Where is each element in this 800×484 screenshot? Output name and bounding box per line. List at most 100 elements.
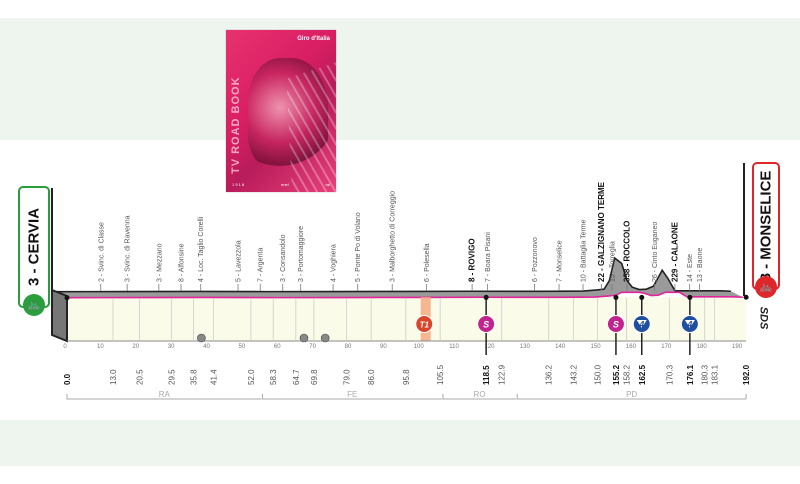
town-label: 6 - Pozzonovo [532,237,539,282]
town-label: 3 - Consandolo [280,234,287,282]
town-label: 10 - Battaglia Terme [581,219,588,282]
x-tick-label: 90 [380,344,387,350]
kom-triangle-icon [636,320,647,328]
sprint-marker [606,315,625,333]
town-label: 3 - Svinc. di Ravenna [125,215,132,282]
cyclist-start-icon: 🚲 [23,294,45,316]
intermediate-time-marker-label: T1 [420,321,430,330]
distance-label: 52.0 [247,369,256,385]
distance-label: 183.1 [711,364,720,385]
finish-badge: 8 - MONSELICE 🚲 [752,162,780,298]
giro-logo: Giro d'Italia [297,36,330,42]
poster-footer-mid: enel [281,182,289,187]
kom-marker-label: 4 [638,320,644,330]
town-label: 3 - Portomaggiore [298,226,305,282]
marker-dot [483,294,489,300]
start-distance: 0.0 [63,373,72,385]
rider-image [248,58,328,168]
feed-zone-icon [320,333,330,343]
town-label: 5 - Ponte Po di Volano [355,212,362,282]
town-label: 2 - Svinc. di Classe [98,222,105,282]
start-label: 3 - CERVIA [25,207,43,287]
poster-footer: 1 9 1 8 enel rai [232,182,330,187]
x-tick-label: 190 [732,344,743,350]
province-bracket [442,394,517,400]
x-tick-label: 20 [132,344,139,350]
town-label: 22 - GALZIGNANO TERME [597,181,606,282]
distance-label: 180.3 [701,364,710,385]
distance-label: 122.9 [498,364,507,385]
distance-label: 105.5 [436,364,445,385]
bottom-band [0,420,800,466]
x-tick-label: 50 [239,344,246,350]
x-tick-label: 120 [484,344,495,350]
town-label: 4 - Loc. Taglio Corelli [198,216,205,282]
start-dot [64,295,70,301]
x-tick-label: 40 [203,344,210,350]
x-tick-label: 80 [345,344,352,350]
x-tick-label: 130 [520,344,531,350]
province-label: RO [474,390,486,399]
distance-label: 35.8 [190,369,199,385]
town-label: 7 - Boara Pisani [485,232,492,282]
x-tick-label: 100 [414,344,425,350]
distance-label: 95.8 [402,369,411,385]
province-bracket [66,394,262,400]
distance-label: 20.5 [136,369,145,385]
distance-label: 13.0 [109,369,118,385]
town-label: 7 - Argenta [258,248,265,282]
x-tick-label: 150 [591,344,602,350]
town-label: 4 - Voghiera [331,244,338,282]
cyclist-finish-icon: 🚲 [755,276,777,298]
x-tick-label: 140 [555,344,566,350]
profile-elevation-area [55,257,743,298]
province-bracket [516,394,747,400]
poster-pattern [286,62,336,192]
town-label: 3 - Mezzano [156,243,163,282]
x-tick-label: 170 [661,344,672,350]
town-label: 358 - ROCCOLO [623,221,632,282]
town-label: 7 - Monselice [557,240,564,282]
province-bracket [262,394,442,400]
x-tick-label: 0 [63,344,67,350]
start-badge: 3 - CERVIA 🚲 [18,186,50,316]
finish-label: 8 - MONSELICE [757,170,775,282]
poster-footer-right: rai [325,182,330,187]
marker-dot [639,294,645,300]
profile-road-line [66,291,743,299]
distance-label: 150.0 [594,364,603,385]
tv-roadbook-poster: TV ROAD BOOK Giro d'Italia 1 9 1 8 enel … [226,30,336,192]
distance-label: 69.8 [310,369,319,385]
distance-label: 79.0 [342,369,351,385]
x-tick-label: 10 [97,344,104,350]
intermediate-time-marker [415,315,434,333]
sprint-marker [477,315,496,333]
kom-triangle-icon [684,320,695,328]
kom-marker-label: 4 [686,320,692,330]
province-label: PD [626,390,637,399]
x-tick-label: 30 [168,344,175,350]
town-label: 15 - Torreglia [609,241,616,282]
distance-label: 136.2 [545,364,554,385]
town-label: 5 - Lavezzola [236,240,243,282]
distance-label: 170.3 [665,364,674,385]
poster-footer-left: 1 9 1 8 [232,182,245,187]
x-tick-label: 110 [449,344,459,350]
profile-top-line [54,256,731,293]
town-label: 14 - Este [687,254,694,282]
province-label: FE [347,390,357,399]
feed-zone-icon [197,333,206,343]
town-label: 3 - Malborghetto di Correggio [390,191,397,282]
town-label: 8 - ROVIGO [468,238,477,282]
distance-label: 176.1 [686,364,695,385]
distance-label: 41.4 [209,369,218,385]
distance-label: 118.5 [482,365,491,385]
sds-logo: SDS [757,306,770,330]
distance-label: 29.5 [167,369,176,385]
town-label: 229 - CALAONE [670,221,679,282]
feed-zone-icon [299,333,309,343]
finish-dot [743,294,749,300]
marker-dot [687,294,693,300]
finish-distance: 192.0 [742,364,751,385]
